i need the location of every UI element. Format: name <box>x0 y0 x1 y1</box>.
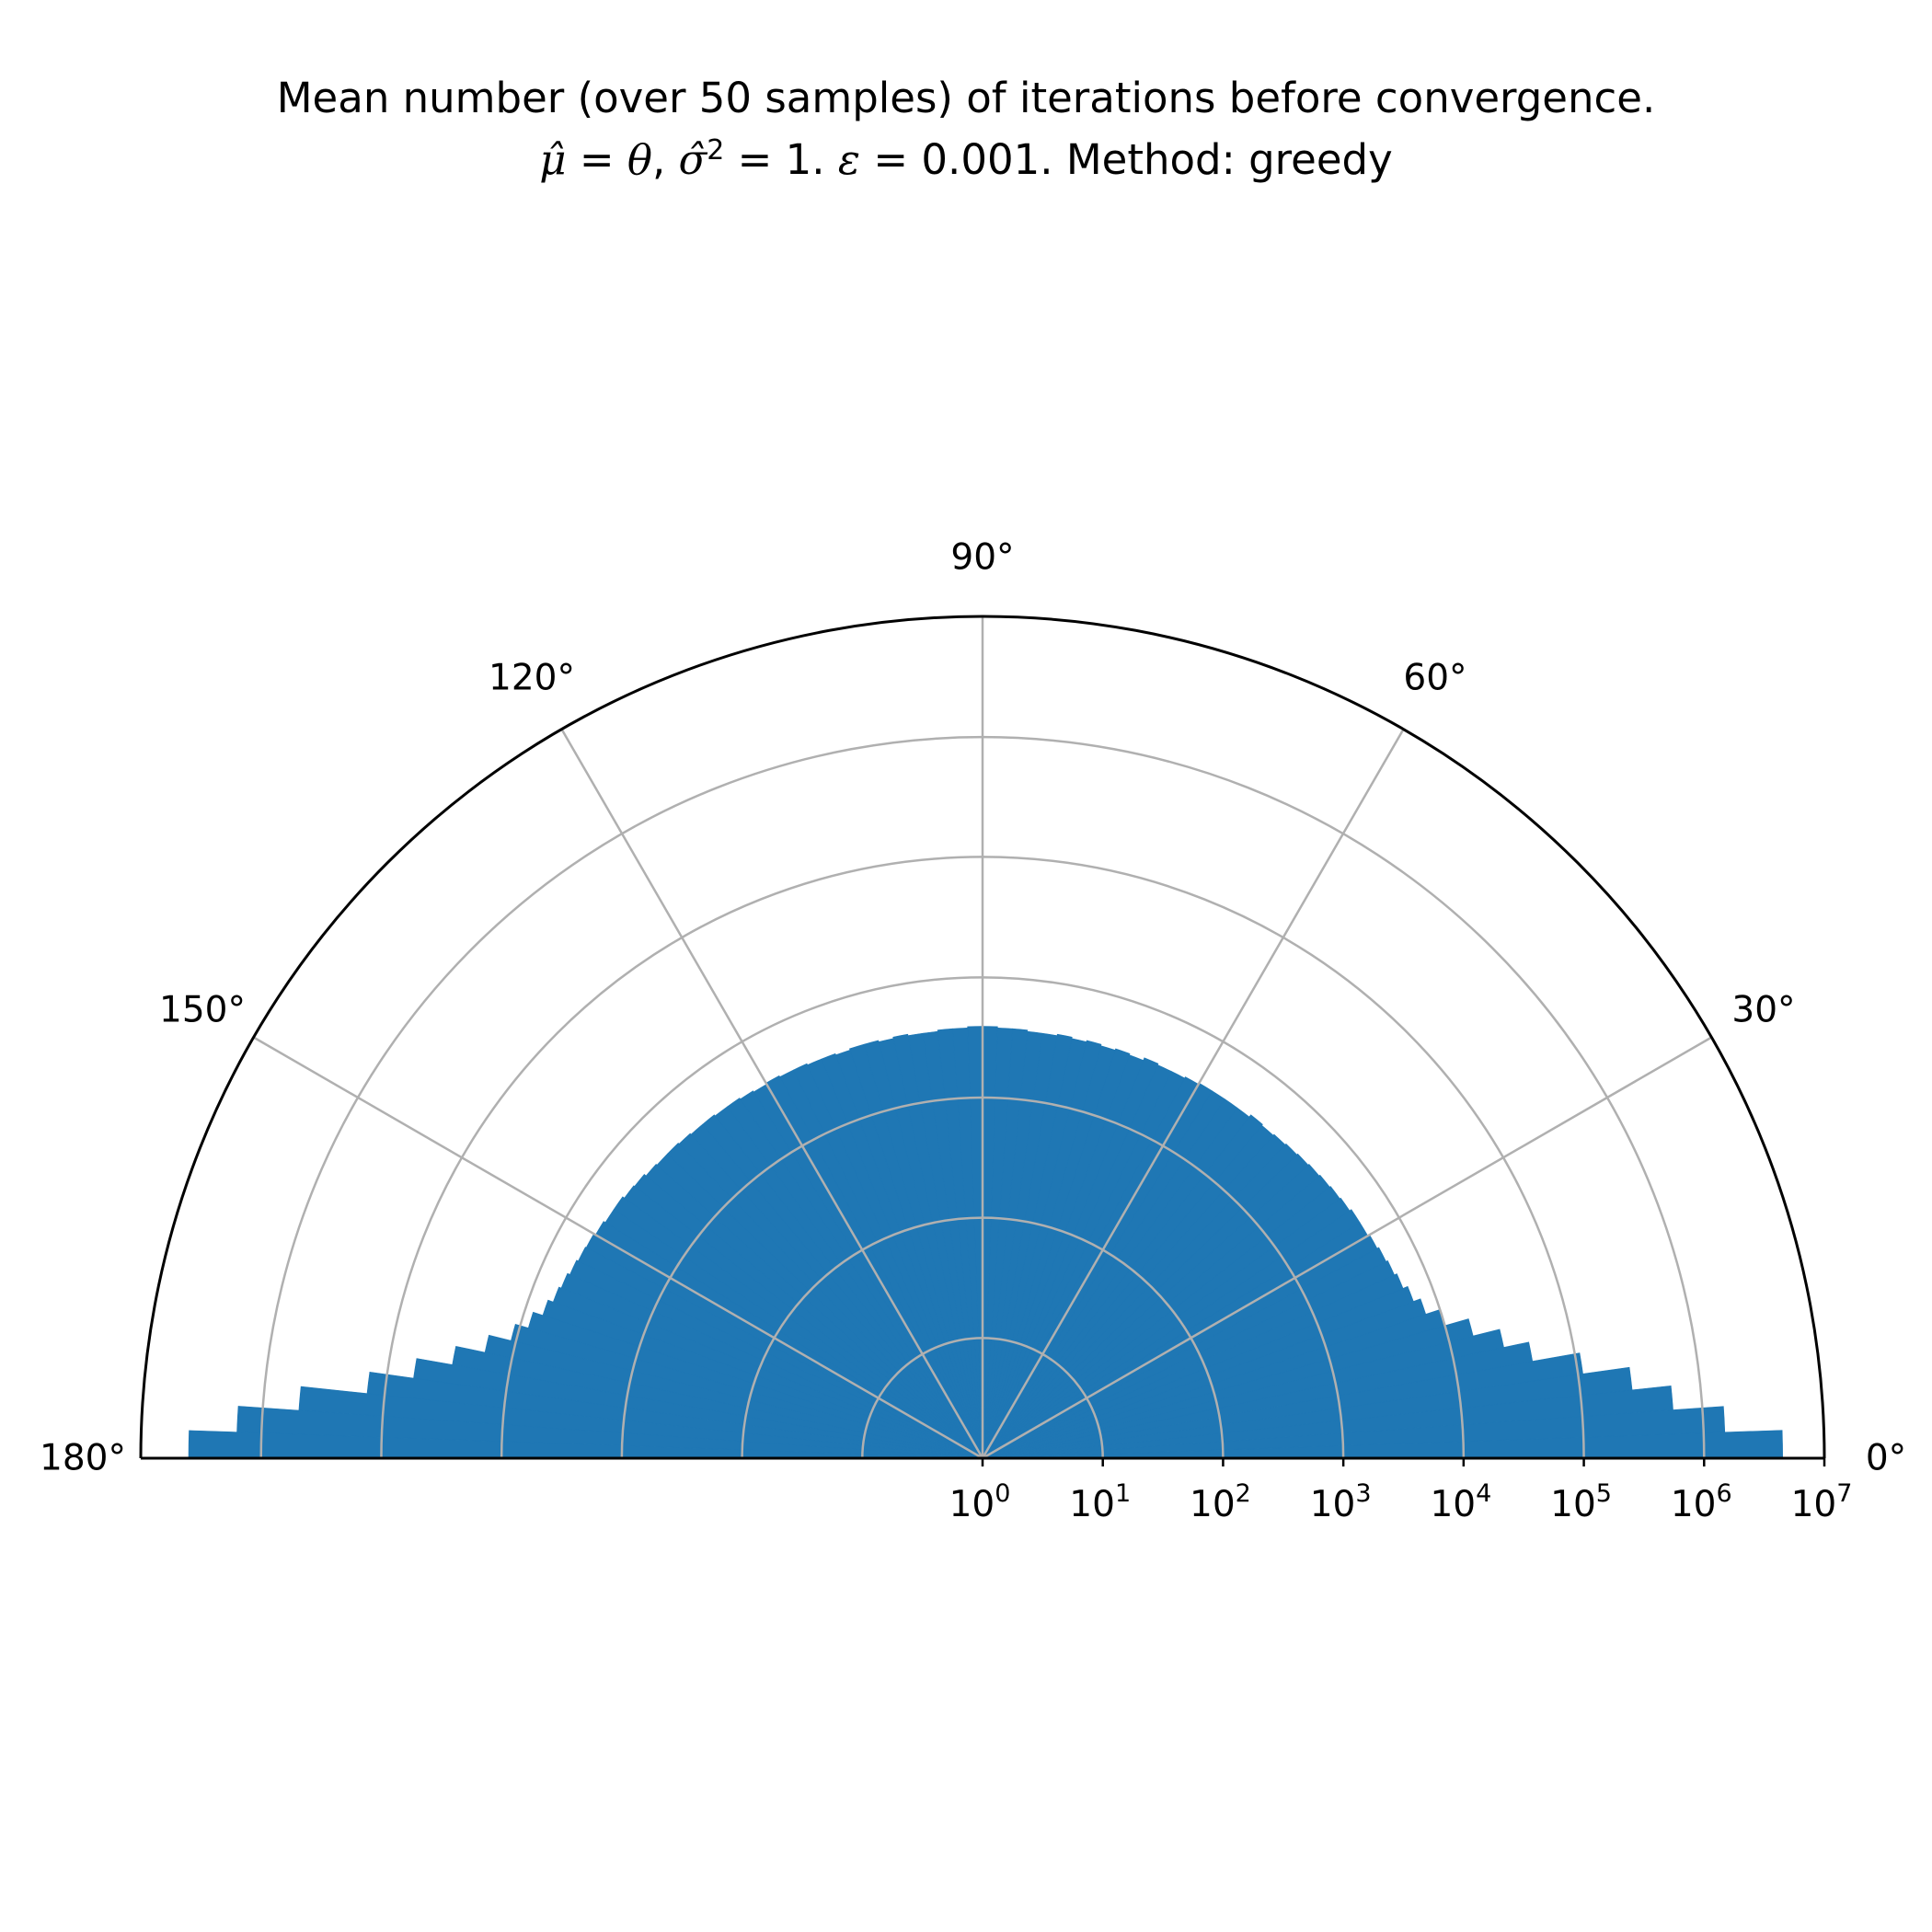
radial-tick-label: 103 <box>1310 1479 1372 1525</box>
radial-tick-label: 104 <box>1430 1479 1491 1525</box>
bar-wedge <box>849 1043 983 1459</box>
bar-wedge <box>982 1133 1286 1459</box>
outer-arc <box>139 615 1826 1459</box>
theta-tick-label: 60° <box>1403 658 1466 699</box>
bars-group <box>188 1026 1783 1459</box>
bar-wedge <box>982 1057 1159 1459</box>
bar-wedge <box>982 1285 1414 1459</box>
radial-tick-label: 105 <box>1550 1479 1612 1525</box>
radial-tick-label: 100 <box>949 1479 1011 1525</box>
bar-wedge <box>982 1273 1404 1459</box>
bar-wedge <box>982 1114 1263 1459</box>
radial-tick-exponent: 7 <box>1836 1479 1852 1508</box>
radial-tick-base: 10 <box>1550 1484 1596 1525</box>
radial-tick-base: 10 <box>1671 1484 1717 1525</box>
radial-tick-exponent: 6 <box>1717 1479 1732 1508</box>
angular-gridline <box>560 728 984 1459</box>
angular-gridline <box>982 1036 1713 1460</box>
radial-tick-base: 10 <box>1430 1484 1476 1525</box>
tick-labels-group: 0°30°60°90°120°150°180°100 101 102 103 104 10… <box>40 537 1906 1526</box>
bar-wedge <box>982 1143 1298 1459</box>
polar-frame <box>139 615 1826 1466</box>
bar-wedge <box>982 1318 1474 1459</box>
bar-wedge <box>982 1259 1395 1459</box>
theta-tick-label: 120° <box>489 658 575 699</box>
radial-tick-exponent: 4 <box>1476 1479 1491 1508</box>
theta-tick-label: 0° <box>1866 1438 1906 1479</box>
radial-tick-label: 106 <box>1671 1479 1732 1525</box>
radial-tick-exponent: 3 <box>1355 1479 1371 1508</box>
bar-wedge <box>982 1033 1073 1459</box>
radial-tick-label: 107 <box>1791 1479 1853 1525</box>
bar-wedge <box>982 1040 1102 1459</box>
radial-tick-base: 10 <box>949 1484 995 1525</box>
bar-wedge <box>982 1164 1320 1459</box>
radial-tick-base: 10 <box>1069 1484 1115 1525</box>
radial-tick-label: 101 <box>1069 1479 1131 1525</box>
radial-tick-exponent: 2 <box>1236 1479 1251 1508</box>
radial-tick-base: 10 <box>1190 1484 1236 1525</box>
chart-title-line-1: Mean number (over 50 samples) of iterati… <box>276 74 1656 122</box>
radial-tick-label: 102 <box>1190 1479 1251 1525</box>
chart-title-line-2: μ̂ = θ, σ̂2 = 1. ε = 0.001. Method: gree… <box>539 134 1393 184</box>
bar-wedge <box>982 1186 1340 1459</box>
theta-tick-label: 150° <box>159 990 246 1031</box>
theta-tick-label: 30° <box>1731 990 1795 1031</box>
bar-wedge <box>982 1153 1309 1459</box>
radial-tick-exponent: 5 <box>1596 1479 1612 1508</box>
bar-wedge <box>982 1209 1361 1459</box>
angular-gridline <box>252 1036 983 1460</box>
bar-wedge <box>982 1048 1131 1459</box>
radial-tick-exponent: 0 <box>995 1479 1010 1508</box>
grid-group <box>252 616 1713 1460</box>
theta-tick-label: 180° <box>40 1438 126 1479</box>
angular-gridline <box>981 728 1405 1459</box>
bar-wedge <box>982 1298 1427 1459</box>
radial-tick-base: 10 <box>1310 1484 1356 1525</box>
bar-wedge <box>982 1247 1386 1459</box>
bar-wedge <box>982 1174 1330 1459</box>
radial-tick-exponent: 1 <box>1115 1479 1131 1508</box>
theta-tick-label: 90° <box>950 537 1014 579</box>
bar-wedge <box>982 1197 1351 1459</box>
radial-tick-base: 10 <box>1791 1484 1837 1525</box>
